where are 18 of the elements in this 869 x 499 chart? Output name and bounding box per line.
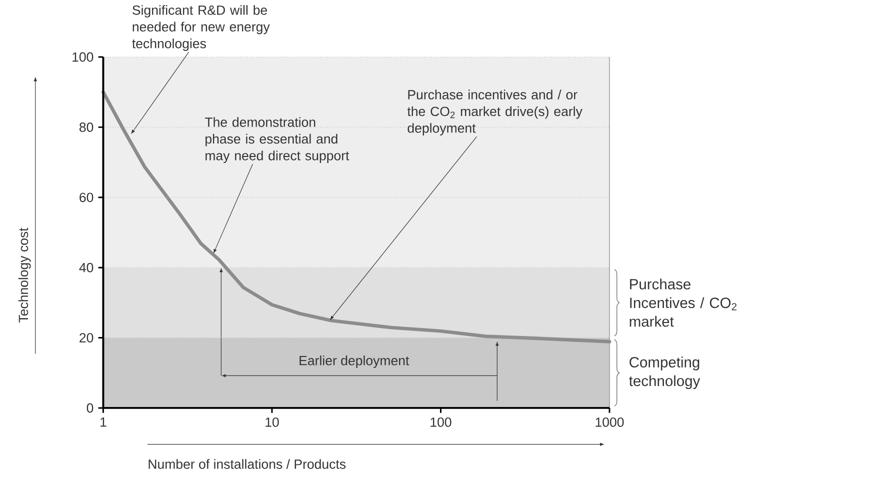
annotation: Purchase incentives and / or the CO$_{2}$ market drive(s) early deployment	[407, 89, 582, 136]
x-tick-label: 10	[266, 417, 279, 427]
annotation: Earlier deployment	[300, 355, 410, 368]
x-axis-title: Number of installations / Products	[148, 458, 346, 469]
y-tick-label: 80	[80, 122, 94, 132]
y-tick-label: 40	[79, 262, 94, 272]
x-tick-label: 100	[430, 417, 452, 427]
y-tick-label: 60	[80, 192, 94, 202]
x-tick-label: 1	[100, 417, 106, 426]
y-tick-label: 20	[80, 332, 94, 342]
y-tick-label: 100	[72, 52, 94, 62]
annotation: Significant R&D will be needed for new energy technologies	[132, 4, 270, 51]
x-tick-label: 1000	[596, 417, 624, 427]
annotation: The demonstration phase is essential and may need direct support	[204, 116, 350, 163]
band-label: Competing technology	[629, 356, 700, 389]
y-axis-title: Technology cost	[18, 228, 31, 322]
y-tick-label: 0	[86, 403, 94, 412]
text: Purchase Incentives / CO$_{2}$ market	[630, 278, 736, 327]
